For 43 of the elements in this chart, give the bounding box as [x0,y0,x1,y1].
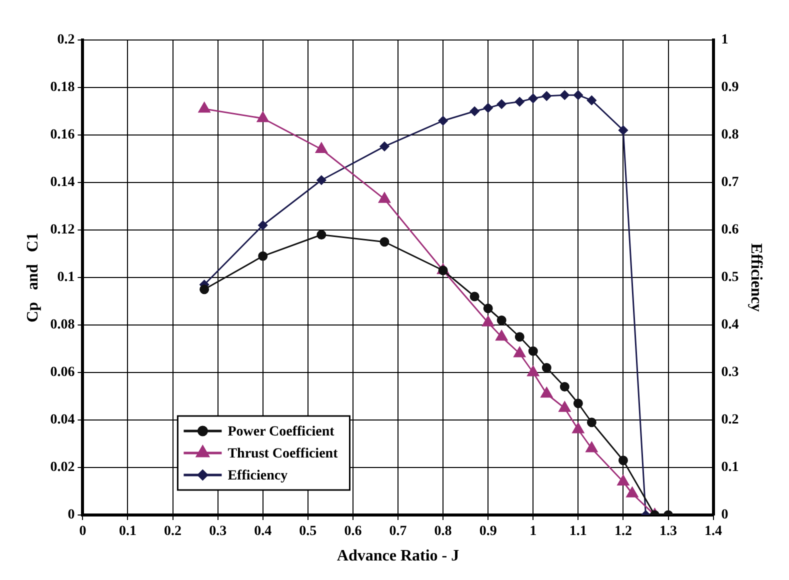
y2-tick-label: 0.8 [721,128,739,143]
y2-tick-label: 1 [721,32,728,48]
y2-axis-title: Efficiency [747,243,764,312]
x-tick-label: 0.5 [299,524,317,540]
y-tick-label: 0.16 [50,128,75,143]
x-tick-label: 0.2 [164,524,182,540]
x-tick-label: 0.4 [254,524,272,540]
y-tick-label: 0.04 [50,412,75,428]
x-tick-label: 1 [530,524,537,540]
x-tick-label: 1.2 [614,524,632,540]
legend-label: Efficiency [228,468,288,484]
y2-tick-label: 0.2 [721,412,739,428]
y-tick-label: 0.18 [50,80,75,96]
x-tick-label: 1.1 [569,524,587,540]
x-tick-label: 0.7 [389,524,407,540]
x-tick-label: 1.3 [660,524,678,540]
x-tick-label: 1.4 [704,524,722,540]
y2-tick-label: 0.9 [721,80,739,96]
x-tick-label: 0.8 [434,524,452,540]
y-tick-label: 0.2 [57,32,75,48]
x-tick-label: 0.9 [479,524,497,540]
legend-label: Thrust Coefficient [228,446,338,462]
y2-tick-label: 0.1 [721,460,739,476]
legend-label: Power Coefficient [228,424,335,440]
x-tick-label: 0.3 [209,524,227,540]
y-tick-label: 0.06 [50,365,75,380]
y-tick-label: 0.1 [57,270,75,286]
x-tick-label: 0.1 [118,524,136,540]
y-tick-label: 0.12 [50,222,75,238]
x-tick-label: 0 [79,524,86,540]
y-tick-label: 0.08 [50,318,75,333]
y-tick-label: 0.02 [50,460,75,476]
x-tick-label: 0.6 [344,524,362,540]
y2-tick-label: 0.6 [721,222,739,238]
y2-tick-label: 0.4 [721,318,739,333]
x-axis-title: Advance Ratio - J [336,548,460,565]
y-tick-label: 0 [68,508,75,523]
y-tick-label: 0.14 [50,175,75,190]
y2-tick-label: 0 [721,508,728,523]
y2-tick-label: 0.3 [721,365,739,380]
y2-tick-label: 0.7 [721,175,739,190]
y-axis-title: Cp and C1 [24,232,42,322]
y2-tick-label: 0.5 [721,270,739,286]
